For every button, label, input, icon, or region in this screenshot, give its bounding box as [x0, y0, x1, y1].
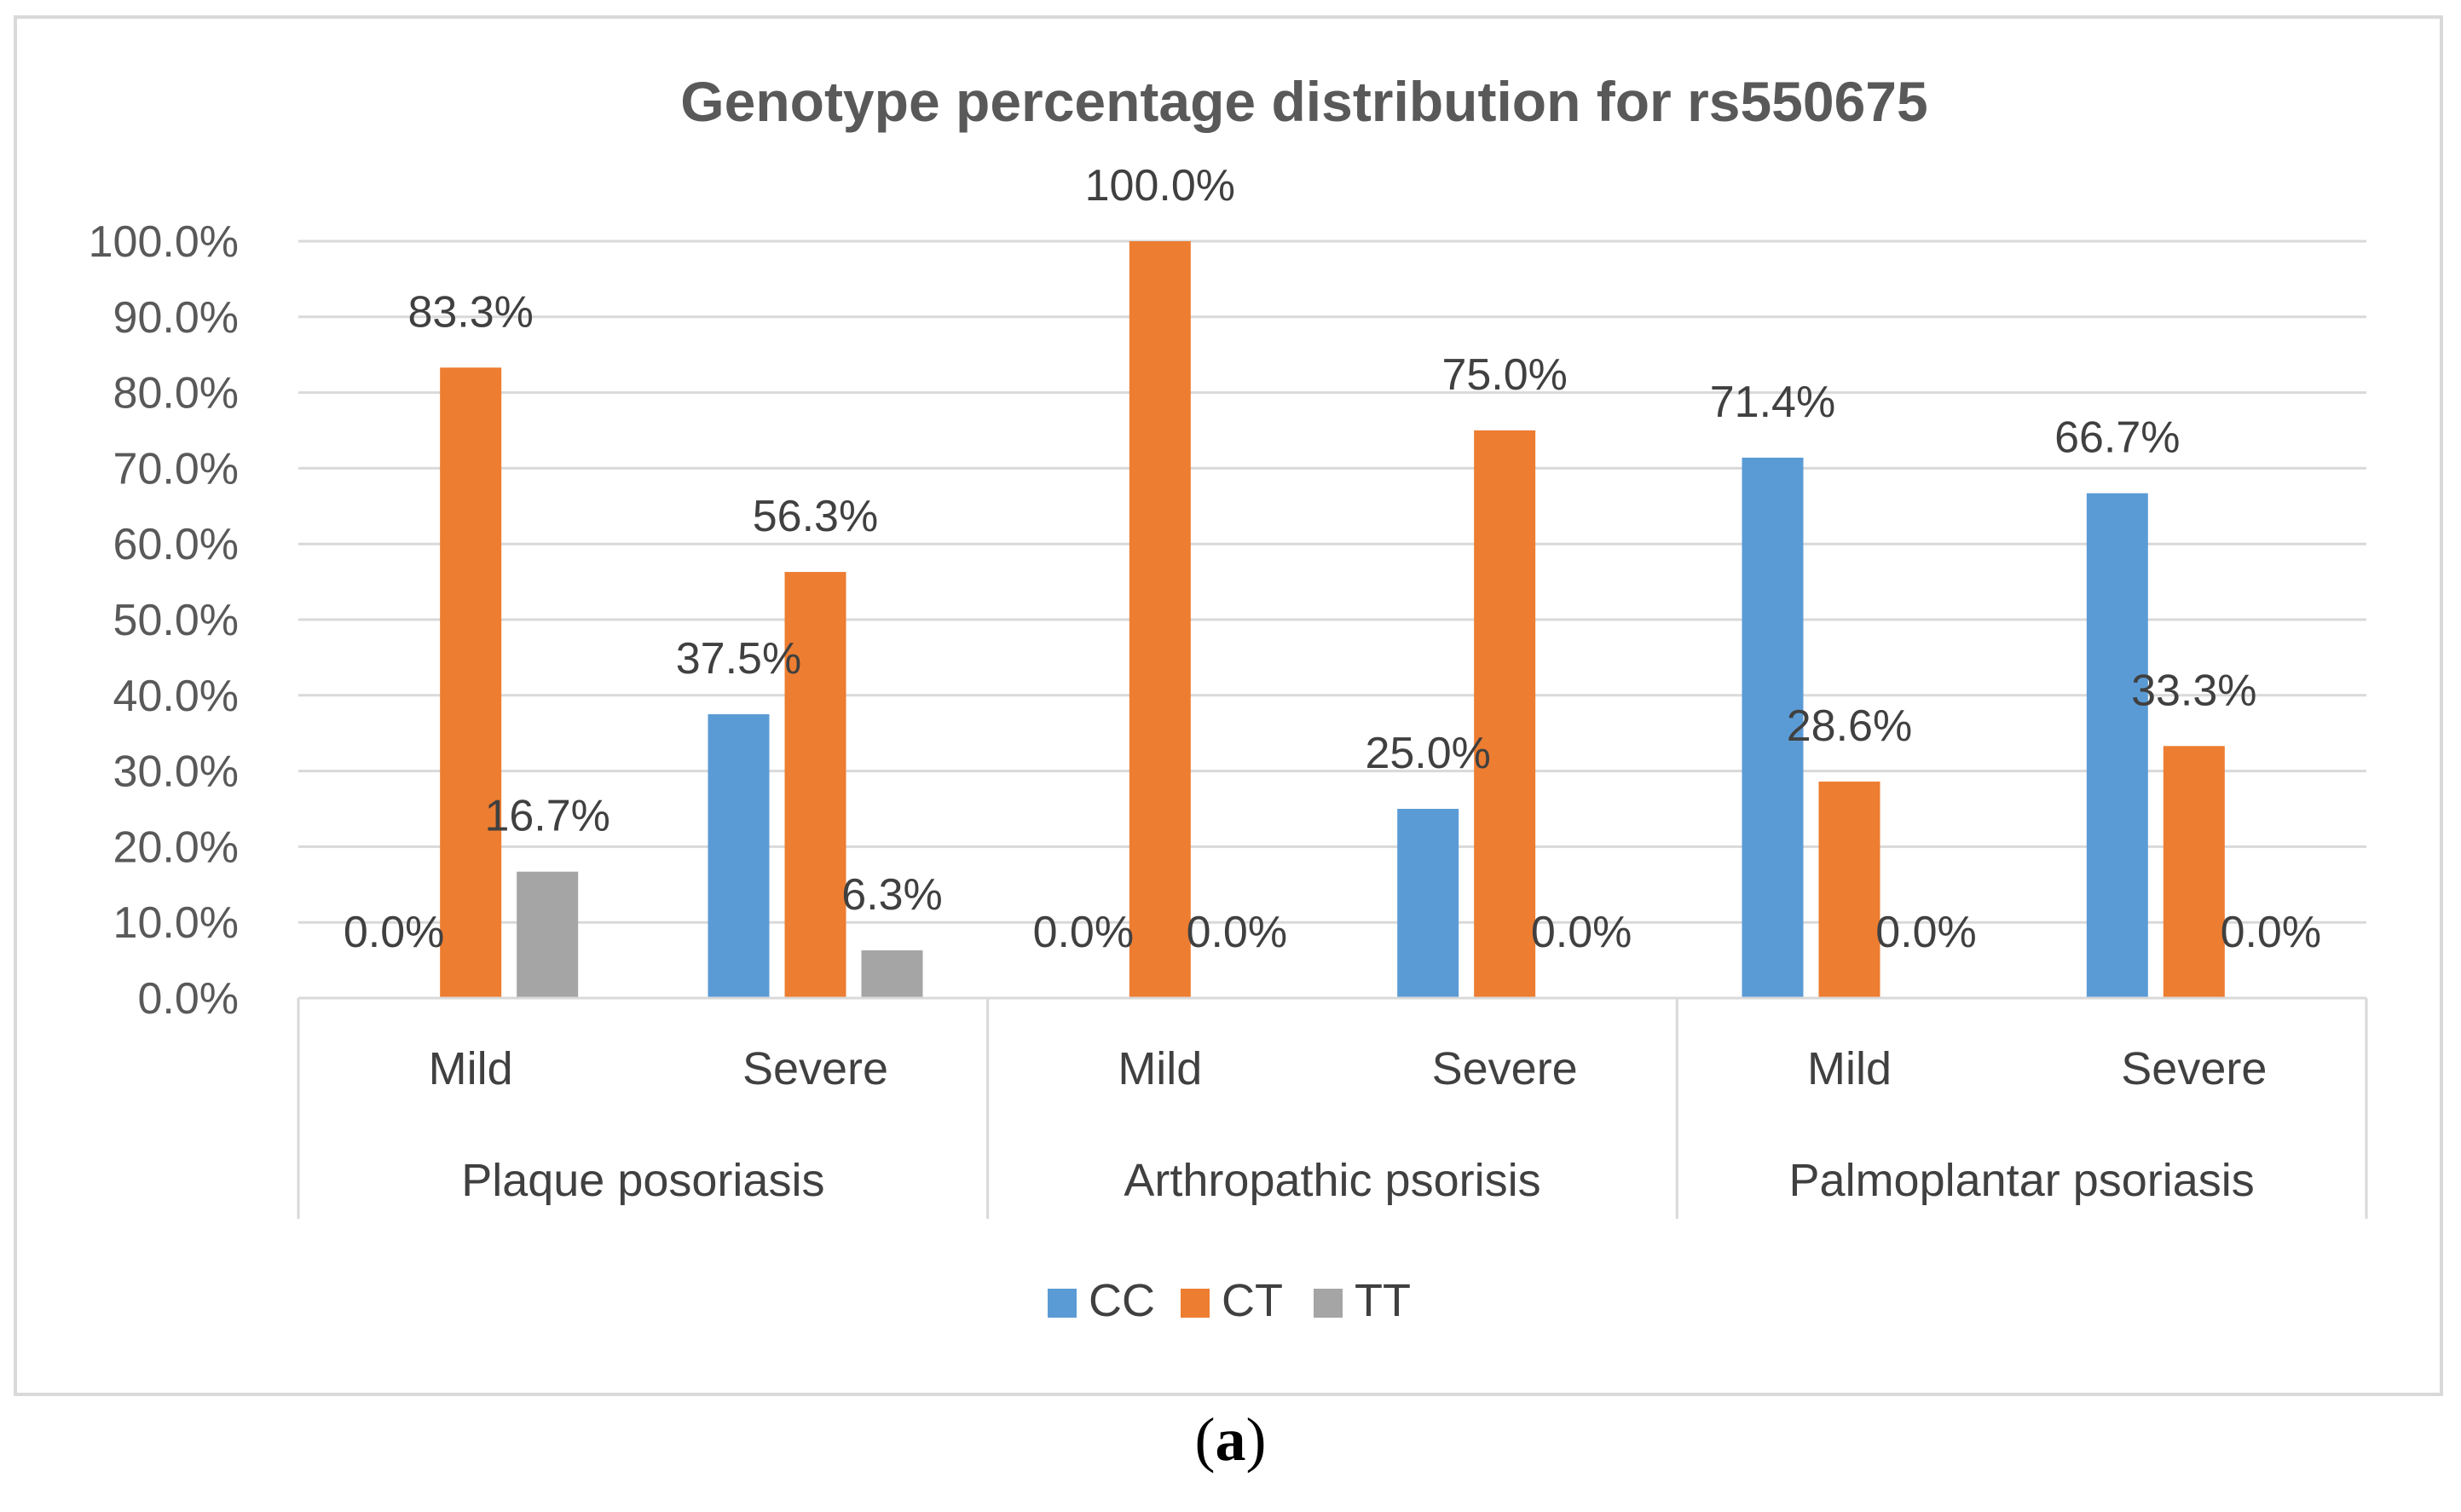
- y-tick-label: 10.0%: [113, 898, 239, 948]
- data-label-cc: 0.0%: [1033, 908, 1135, 957]
- bar-ct: [440, 367, 502, 998]
- category-label: Severe: [2121, 1043, 2267, 1094]
- data-label-cc: 37.5%: [676, 634, 801, 684]
- data-label-ct: 33.3%: [2131, 666, 2256, 715]
- y-tick-label: 40.0%: [113, 672, 239, 721]
- category-label: Severe: [742, 1043, 888, 1094]
- data-label-tt: 6.3%: [841, 870, 943, 920]
- data-label-tt: 16.7%: [484, 792, 609, 841]
- legend-swatch-tt: [1314, 1289, 1343, 1318]
- gridlines: [298, 239, 2366, 1000]
- y-tick-label: 60.0%: [113, 520, 239, 569]
- bar-cc: [708, 714, 770, 998]
- y-tick-label: 100.0%: [89, 217, 239, 267]
- y-tick-label: 30.0%: [113, 747, 239, 797]
- group-label: Plaque posoriasis: [461, 1155, 824, 1206]
- bars: [440, 241, 2225, 998]
- y-tick-label: 20.0%: [113, 822, 239, 872]
- x-axis: Mild Severe Mild Severe Mild Severe Plaque pos…: [297, 996, 2368, 1219]
- y-tick-label: 80.0%: [113, 369, 239, 418]
- data-label-tt: 0.0%: [2221, 908, 2322, 957]
- data-label-ct: 100.0%: [1085, 161, 1235, 211]
- figure-caption: (a): [0, 1405, 2461, 1475]
- caption-open-paren: (: [1194, 1405, 1216, 1474]
- bar-ct: [1129, 241, 1191, 998]
- bar-ct: [1474, 430, 1536, 998]
- legend-label-cc: CC: [1089, 1275, 1155, 1326]
- y-tick-label: 70.0%: [113, 444, 239, 493]
- bar-cc: [1742, 457, 1804, 998]
- data-label-tt: 0.0%: [1531, 908, 1632, 957]
- data-label-tt: 0.0%: [1187, 908, 1288, 957]
- y-tick-label: 50.0%: [113, 596, 239, 645]
- caption-close-paren: ): [1245, 1405, 1267, 1474]
- legend-label-ct: CT: [1222, 1275, 1283, 1326]
- bar-cc: [1397, 809, 1459, 998]
- data-label-ct: 75.0%: [1441, 350, 1567, 400]
- data-label-ct: 28.6%: [1787, 701, 1912, 751]
- legend-swatch-ct: [1181, 1289, 1210, 1318]
- data-label-ct: 83.3%: [407, 287, 533, 337]
- category-label: Mild: [1807, 1043, 1892, 1094]
- bar-tt: [517, 871, 579, 998]
- group-label: Arthropathic psorisis: [1124, 1155, 1540, 1206]
- bar-cc: [2086, 493, 2148, 998]
- category-label: Severe: [1432, 1043, 1578, 1094]
- bar-ct: [784, 572, 846, 998]
- bar-ct: [1818, 782, 1880, 998]
- data-label-ct: 56.3%: [753, 492, 878, 541]
- y-tick-label: 90.0%: [113, 293, 239, 343]
- bar-tt: [861, 950, 923, 998]
- legend: CC CT TT: [1048, 1275, 1411, 1326]
- category-label: Mild: [1118, 1043, 1202, 1094]
- y-axis-ticks: 0.0% 10.0% 20.0% 30.0% 40.0% 50.0% 60.0% 70.0% 8…: [89, 217, 239, 1024]
- group-label: Palmoplantar psoriasis: [1789, 1155, 2255, 1206]
- data-label-cc: 71.4%: [1710, 378, 1835, 427]
- category-label: Mild: [429, 1043, 513, 1094]
- data-label-cc: 25.0%: [1365, 729, 1490, 778]
- data-label-cc: 0.0%: [344, 908, 445, 957]
- y-tick-label: 0.0%: [137, 974, 239, 1024]
- legend-label-tt: TT: [1355, 1275, 1411, 1326]
- chart-svg: Genotype percentage distribution for rs5…: [89, 70, 2368, 1326]
- chart-title: Genotype percentage distribution for rs5…: [680, 70, 1927, 133]
- data-label-tt: 0.0%: [1875, 908, 1977, 957]
- bar-ct: [2163, 746, 2225, 998]
- data-label-cc: 66.7%: [2054, 413, 2180, 463]
- legend-swatch-cc: [1048, 1289, 1077, 1318]
- data-labels: 0.0% 83.3% 16.7% 37.5% 56.3% 6.3% 0.0% 100.0% 0.…: [344, 161, 2321, 957]
- chart-frame: Genotype percentage distribution for rs5…: [14, 15, 2443, 1396]
- caption-letter: a: [1215, 1405, 1246, 1474]
